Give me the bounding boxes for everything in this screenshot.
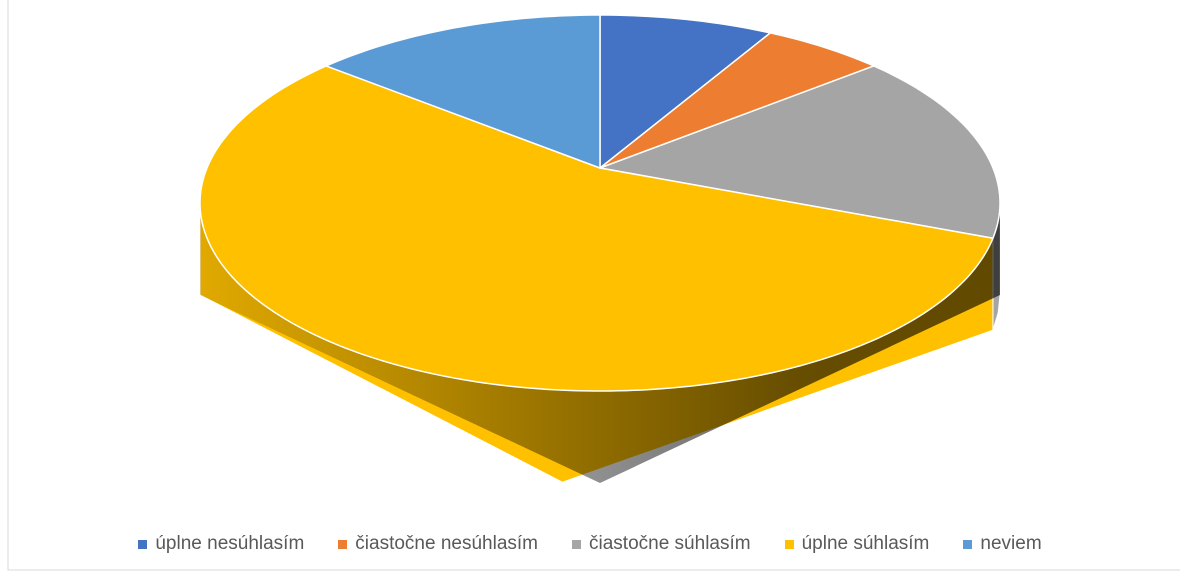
legend-swatch [963, 539, 973, 549]
pie-slice [599, 14, 773, 170]
legend-item: neviem [963, 533, 1042, 555]
legend-item: čiastočne nesúhlasím [338, 533, 538, 555]
legend-item: úplne nesúhlasím [138, 533, 304, 555]
pie-slice [597, 65, 1001, 240]
legend-item: čiastočne súhlasím [572, 533, 751, 555]
pie-slice [199, 65, 994, 392]
legend-label: čiastočne súhlasím [589, 533, 751, 554]
legend-label: čiastočne nesúhlasím [355, 533, 539, 554]
legend-label: úplne súhlasím [801, 533, 930, 554]
legend-item: úplne súhlasím [784, 533, 930, 555]
legend-swatch [138, 539, 148, 549]
legend-swatch [572, 539, 582, 549]
chart-border [7, 0, 1180, 571]
legend-label: neviem [980, 533, 1042, 554]
pie-slice [599, 32, 876, 169]
pie [199, 14, 1001, 483]
legend-swatch [338, 539, 348, 549]
legend-label: úplne nesúhlasím [155, 533, 305, 554]
legend: úplne nesúhlasím čiastočne nesúhlasím čias… [0, 533, 1180, 555]
wall-shade [200, 203, 1000, 483]
pie-slice [324, 14, 601, 170]
legend-swatch [784, 539, 794, 549]
